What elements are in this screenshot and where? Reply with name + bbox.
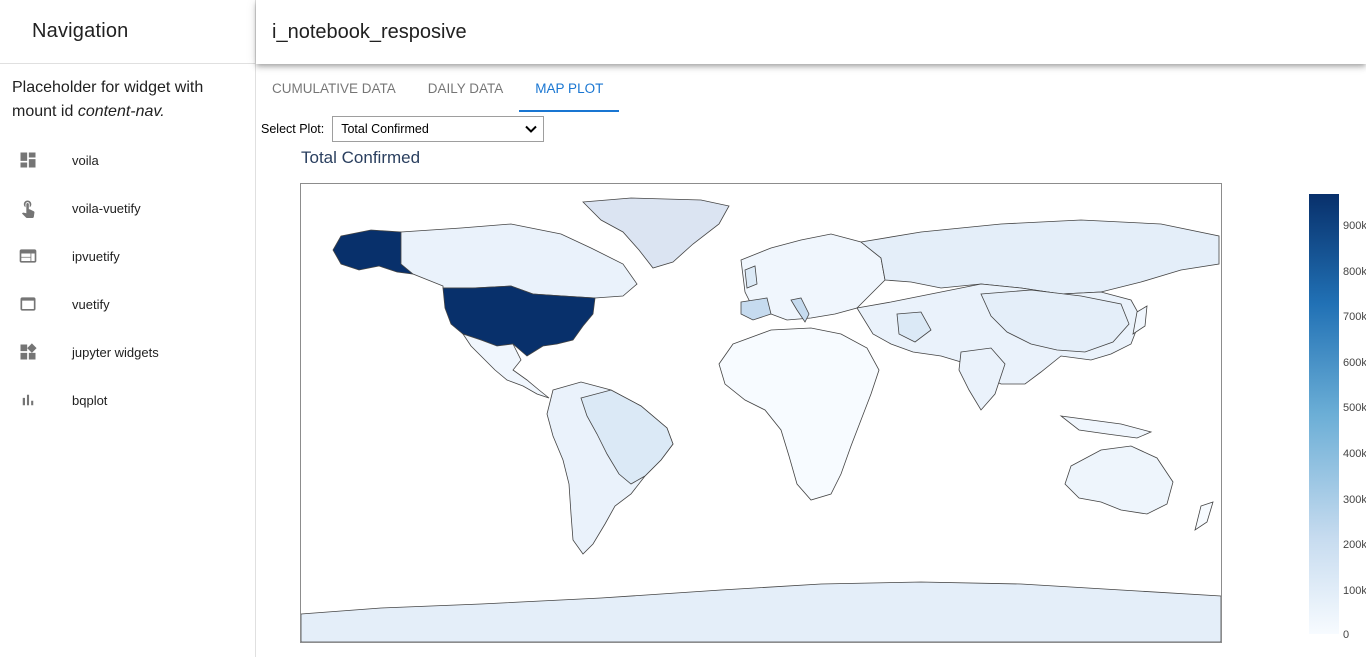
colorbar-tick: 0 xyxy=(1343,629,1350,641)
region-canada xyxy=(400,223,638,299)
region-russia xyxy=(860,219,1220,295)
region-greenland xyxy=(582,197,730,269)
placeholder-mount-id: content-nav. xyxy=(77,103,165,120)
nav-item-voila-vuetify[interactable]: voila-vuetify xyxy=(0,184,255,232)
choropleth-map[interactable] xyxy=(301,184,1221,642)
navigation-title: Navigation xyxy=(0,0,255,64)
select-plot-value: Total Confirmed xyxy=(341,122,429,136)
colorbar-tick: 400k xyxy=(1343,448,1366,460)
tab-bar: CUMULATIVE DATA DAILY DATA MAP PLOT xyxy=(256,64,1366,112)
region-spain xyxy=(740,297,772,321)
nav-item-bqplot[interactable]: bqplot xyxy=(0,376,255,424)
region-mexico xyxy=(462,333,550,399)
web-asset-icon xyxy=(16,292,40,316)
region-united-states xyxy=(442,285,596,357)
chevron-down-icon xyxy=(525,125,537,133)
placeholder-text: Placeholder for widget with mount id con… xyxy=(0,64,255,124)
region-new-zealand xyxy=(1194,501,1214,531)
nav-item-label: bqplot xyxy=(72,392,108,408)
nav-item-label: vuetify xyxy=(72,296,110,312)
nav-item-jupyter-widgets[interactable]: jupyter widgets xyxy=(0,328,255,376)
select-plot-dropdown[interactable]: Total Confirmed xyxy=(332,116,545,142)
nav-item-label: ipvuetify xyxy=(72,248,120,264)
region-uk xyxy=(744,265,758,289)
colorbar-tick: 700k xyxy=(1343,311,1366,323)
nav-item-label: voila-vuetify xyxy=(72,200,141,216)
region-india xyxy=(958,347,1006,411)
region-indonesia xyxy=(1059,415,1153,439)
widgets-icon xyxy=(16,340,40,364)
nav-item-ipvuetify[interactable]: ipvuetify xyxy=(0,232,255,280)
region-iran xyxy=(896,311,932,343)
plot-title: Total Confirmed xyxy=(301,148,421,167)
dashboard-icon xyxy=(16,148,40,172)
navigation-drawer: Navigation Placeholder for widget with m… xyxy=(0,0,256,657)
colorbar-gradient xyxy=(1309,194,1339,634)
touch-app-icon xyxy=(16,196,40,220)
tab-map-plot[interactable]: MAP PLOT xyxy=(519,64,620,112)
region-alaska xyxy=(332,229,415,275)
colorbar: 900k 800k 700k 600k 500k 400k 300k 200k … xyxy=(1309,194,1366,641)
nav-item-label: voila xyxy=(72,152,99,168)
region-brazil xyxy=(580,389,674,485)
tab-daily-data[interactable]: DAILY DATA xyxy=(427,80,504,96)
region-australia xyxy=(1064,445,1174,515)
colorbar-tick: 500k xyxy=(1343,402,1366,414)
colorbar-tick: 100k xyxy=(1343,585,1366,597)
region-italy xyxy=(790,297,810,323)
nav-item-voila[interactable]: voila xyxy=(0,136,255,184)
app-bar: i_notebook_resposive xyxy=(256,0,1366,64)
colorbar-tick: 900k xyxy=(1343,220,1366,232)
placeholder-text-prefix: Placeholder for widget with mount id xyxy=(12,79,204,120)
tab-cumulative-data[interactable]: CUMULATIVE DATA xyxy=(272,80,396,96)
nav-list: voila voila-vuetify ipvuetify vuetify ju… xyxy=(0,136,255,424)
bar-chart-icon xyxy=(16,388,40,412)
region-china xyxy=(980,289,1130,353)
map-plot-panel: Select Plot: Total Confirmed Total Confi… xyxy=(256,112,1366,657)
nav-item-label: jupyter widgets xyxy=(72,344,159,360)
main-content: CUMULATIVE DATA DAILY DATA MAP PLOT Sele… xyxy=(256,64,1366,657)
colorbar-tick: 300k xyxy=(1343,494,1366,506)
nav-item-vuetify[interactable]: vuetify xyxy=(0,280,255,328)
app-title: i_notebook_resposive xyxy=(272,20,467,43)
region-japan xyxy=(1132,305,1148,335)
colorbar-tick: 800k xyxy=(1343,266,1366,278)
web-icon xyxy=(16,244,40,268)
region-africa xyxy=(718,327,880,501)
colorbar-tick: 600k xyxy=(1343,357,1366,369)
world-map[interactable] xyxy=(300,183,1222,643)
select-plot-label: Select Plot: xyxy=(261,122,325,136)
plot-selector-row: Select Plot: Total Confirmed xyxy=(261,116,545,142)
colorbar-tick: 200k xyxy=(1343,539,1366,551)
region-antarctica xyxy=(301,581,1221,642)
